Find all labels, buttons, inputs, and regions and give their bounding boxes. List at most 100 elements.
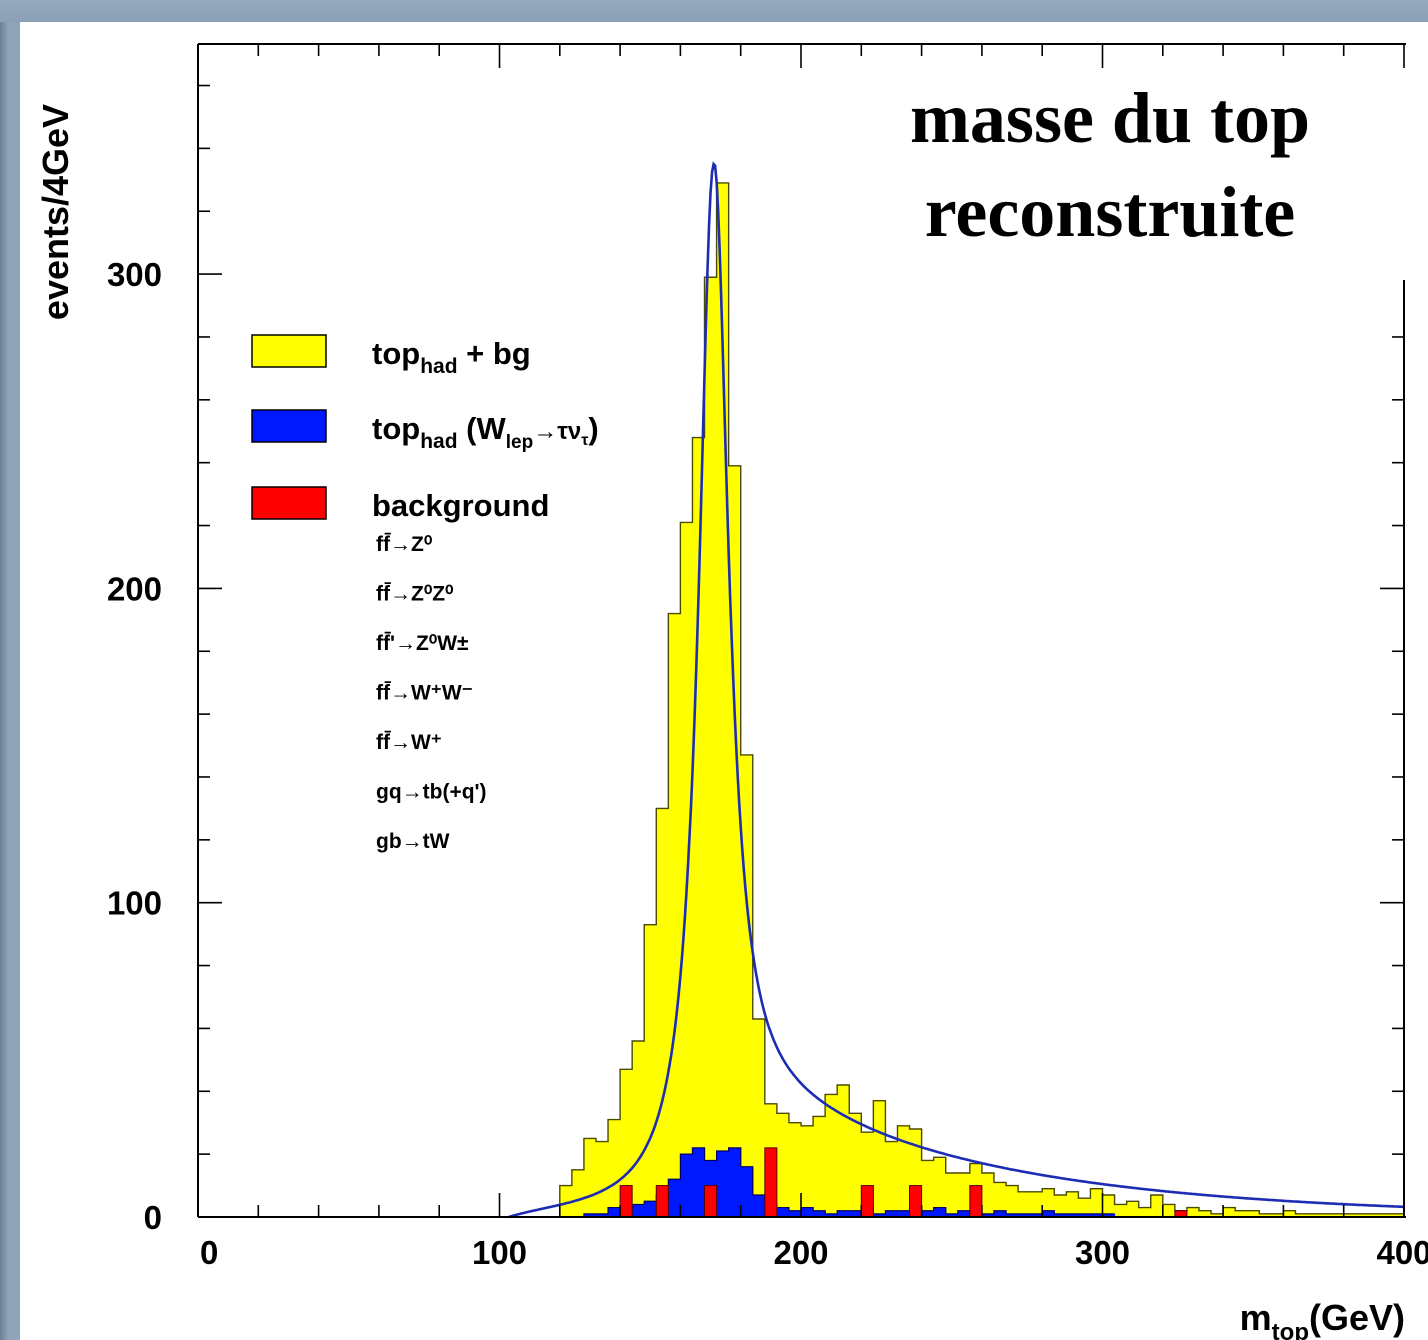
hist-bar-top-had-bg [849, 1113, 862, 1217]
legend-process: ff̄→W⁺ [376, 731, 442, 754]
hist-bar-top-had-wlep [632, 1204, 645, 1217]
hist-bar-top-had-wlep [595, 1213, 609, 1217]
hist-bar-top-had-bg [632, 1040, 645, 1217]
y-tick-label: 0 [144, 1199, 162, 1236]
hist-bar-top-had-wlep [692, 1147, 706, 1217]
hist-bar-top-had-bg [981, 1172, 995, 1217]
hist-bar-top-had-bg [1042, 1188, 1055, 1217]
hist-bar-top-had-bg [873, 1100, 887, 1217]
hist-bar-top-had-bg [1198, 1210, 1212, 1217]
hist-bar-top-had-bg [897, 1125, 911, 1217]
chart-title-line1: masse du top [910, 78, 1310, 158]
hist-bar-top-had-wlep [1030, 1213, 1043, 1217]
hist-bar-top-had-bg [788, 1122, 802, 1217]
hist-bar-top-had-bg [1006, 1185, 1019, 1217]
hist-bar-background [860, 1185, 874, 1218]
hist-bar-top-had-bg [1030, 1191, 1043, 1217]
hist-bar-top-had-bg [945, 1172, 959, 1217]
hist-bar-top-had-bg [608, 1119, 621, 1217]
hist-bar-top-had-wlep [801, 1207, 814, 1217]
hist-bar-top-had-wlep [1102, 1213, 1116, 1217]
x-tick-label: 200 [773, 1234, 828, 1271]
hist-bar-top-had-bg [1162, 1204, 1176, 1217]
hist-bar-background [764, 1147, 778, 1218]
chart-title-line2: reconstruite [925, 172, 1296, 252]
legend-swatch [251, 486, 327, 520]
hist-bar-top-had-bg [1223, 1207, 1236, 1217]
hist-bar-top-had-bg [957, 1172, 971, 1217]
hist-bar-top-had-wlep [873, 1213, 887, 1217]
hist-bar-top-had-wlep [668, 1179, 681, 1217]
hist-bar-top-had-bg [583, 1138, 597, 1217]
x-axis-label: mtop(GeV) [1240, 1297, 1405, 1340]
legend-process: gq→tb(+q') [376, 781, 487, 804]
hist-bar-top-had-bg [1018, 1191, 1031, 1217]
hist-bar-top-had-bg [1138, 1207, 1152, 1217]
hist-bar-top-had-wlep [608, 1207, 621, 1217]
hist-bar-top-had-bg [1054, 1194, 1067, 1217]
hist-bar-top-had-bg [776, 1113, 790, 1217]
legend-process: ff̄→W⁺W⁻ [376, 682, 473, 705]
y-tick-label: 100 [107, 885, 162, 922]
legend-label: tophad (Wlep→τντ) [372, 411, 599, 453]
hist-bar-top-had-bg [1343, 1213, 1357, 1217]
hist-bar-top-had-bg [1307, 1213, 1321, 1217]
top-band [0, 0, 1428, 22]
hist-bar-top-had-bg [1283, 1210, 1297, 1217]
legend-process: ff̄'→Z⁰W± [376, 632, 469, 655]
hist-bar-top-had-bg [740, 754, 754, 1217]
hist-bar-top-had-wlep [583, 1213, 597, 1217]
hist-bar-top-had-bg [1078, 1198, 1092, 1217]
hist-bar-top-had-bg [1150, 1194, 1164, 1217]
hist-bar-top-had-bg [837, 1084, 850, 1217]
hist-bar-top-had-bg [1295, 1213, 1309, 1217]
legend-swatch [251, 409, 327, 443]
hist-bar-top-had-bg [993, 1182, 1007, 1217]
hist-bar-background [969, 1185, 983, 1218]
legend-label: background [372, 488, 549, 523]
hist-bar-top-had-wlep [740, 1166, 754, 1217]
hist-bar-top-had-wlep [993, 1210, 1007, 1217]
hist-bar-top-had-bg [885, 1141, 899, 1217]
hist-bar-background [704, 1185, 718, 1218]
legend-process: ff̄→Z⁰Z⁰ [376, 583, 454, 606]
hist-bar-top-had-wlep [1042, 1210, 1055, 1217]
hist-bar-top-had-bg [1126, 1201, 1140, 1217]
legend-process: ff̄→Z⁰ [376, 533, 433, 556]
hist-bar-top-had-wlep [933, 1207, 947, 1217]
chart-panel: 0 100 200 300 400 0 100 200 300 events/4GeV mtop(G… [20, 22, 1428, 1340]
hist-bar-top-had-wlep [921, 1210, 935, 1217]
hist-bar-top-had-bg [1391, 1213, 1405, 1217]
hist-bar-top-had-bg [1247, 1210, 1260, 1217]
hist-bar-top-had-wlep [945, 1213, 959, 1217]
y-tick-label: 300 [107, 256, 162, 293]
hist-bar-top-had-bg [644, 924, 657, 1217]
hist-bar-top-had-bg [1114, 1204, 1128, 1217]
hist-bar-top-had-wlep [716, 1150, 730, 1217]
hist-bar-top-had-bg [692, 437, 706, 1217]
hist-bar-top-had-bg [559, 1185, 573, 1217]
hist-bar-top-had-wlep [1018, 1213, 1031, 1217]
hist-bar-top-had-bg [1319, 1213, 1333, 1217]
hist-bar-top-had-bg [1271, 1213, 1284, 1217]
hist-bar-top-had-bg [933, 1157, 947, 1217]
hist-bar-top-had-wlep [1006, 1213, 1019, 1217]
fit-curve [508, 161, 1404, 1219]
hist-bar-top-had-bg [813, 1116, 826, 1217]
hist-bar-top-had-bg [1235, 1210, 1248, 1217]
legend-label: tophad + bg [372, 336, 531, 378]
hist-bar-top-had-wlep [885, 1210, 899, 1217]
hist-bar-top-had-wlep [788, 1210, 802, 1217]
hist-bar-top-had-bg [1259, 1213, 1272, 1217]
hist-bar-top-had-bg [825, 1094, 838, 1217]
x-tick-label: 300 [1075, 1234, 1130, 1271]
hist-bar-top-had-bg [668, 613, 681, 1217]
hist-bar-top-had-bg [595, 1141, 609, 1217]
hist-bar-top-had-wlep [849, 1210, 862, 1217]
legend-swatch [251, 334, 327, 368]
x-tick-label: 0 [200, 1234, 218, 1271]
hist-bar-top-had-wlep [981, 1213, 995, 1217]
hist-bar-top-had-bg [1066, 1191, 1079, 1217]
hist-bar-top-had-bg [801, 1125, 814, 1217]
hist-outline-top-had-bg [559, 182, 1405, 1217]
